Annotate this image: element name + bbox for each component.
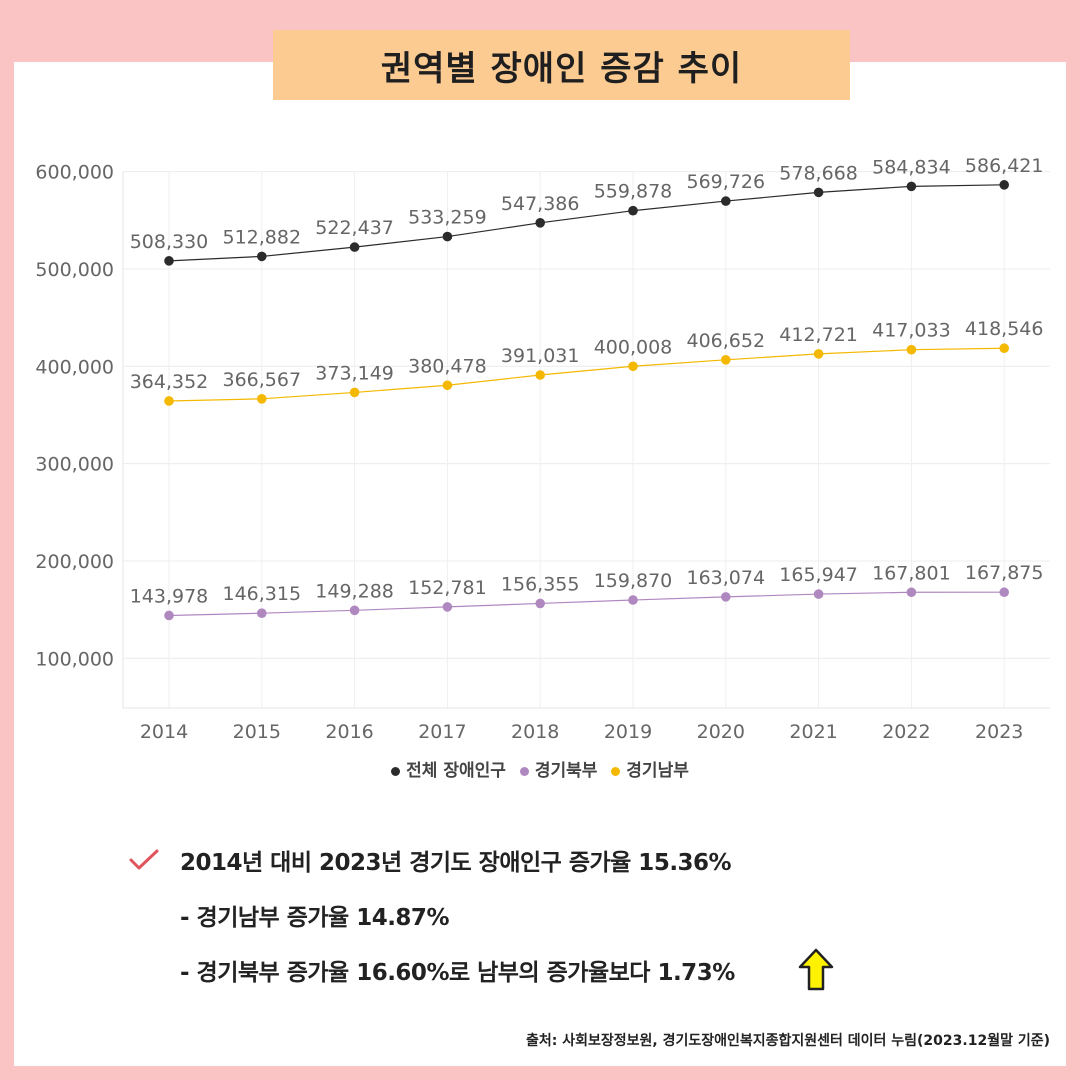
series-line bbox=[168, 184, 1005, 262]
data-point bbox=[535, 218, 545, 228]
x-tick-label: 2016 bbox=[325, 721, 373, 743]
data-label: 373,149 bbox=[315, 362, 394, 384]
series-line bbox=[168, 591, 1005, 617]
chart-legend: 전체 장애인구 경기북부 경기남부 bbox=[0, 756, 1080, 781]
x-tick-label: 2014 bbox=[140, 721, 188, 743]
data-point bbox=[349, 387, 360, 398]
data-point bbox=[999, 587, 1009, 598]
data-label: 578,668 bbox=[779, 162, 858, 184]
data-point bbox=[349, 605, 360, 616]
data-point bbox=[442, 231, 453, 242]
data-point bbox=[721, 196, 731, 206]
up-arrow-icon bbox=[798, 948, 834, 991]
data-point bbox=[999, 343, 1009, 354]
data-label: 533,259 bbox=[408, 207, 487, 229]
legend-dot bbox=[391, 766, 401, 776]
data-label: 559,878 bbox=[594, 181, 673, 203]
y-tick-label: 100,000 bbox=[35, 648, 114, 670]
data-label: 569,726 bbox=[687, 171, 766, 193]
data-label: 159,870 bbox=[594, 570, 673, 592]
x-tick-label: 2020 bbox=[697, 721, 745, 743]
data-label: 417,033 bbox=[872, 320, 951, 342]
x-tick-label: 2017 bbox=[418, 721, 466, 743]
legend-item-south: 경기남부 bbox=[611, 756, 689, 781]
series-line bbox=[168, 347, 1005, 402]
data-point bbox=[906, 181, 917, 192]
data-label: 406,652 bbox=[687, 330, 766, 352]
data-point bbox=[999, 180, 1009, 190]
y-tick-label: 500,000 bbox=[35, 259, 114, 281]
data-point bbox=[442, 602, 453, 612]
summary-line-2: - 경기남부 증가율 14.87% bbox=[180, 905, 449, 931]
data-label: 156,355 bbox=[501, 573, 580, 595]
summary-line-3: - 경기북부 증가율 16.60%로 남부의 증가율보다 1.73% bbox=[180, 960, 735, 986]
legend-label: 경기남부 bbox=[626, 761, 689, 781]
data-point bbox=[628, 595, 638, 605]
data-label: 364,352 bbox=[130, 371, 209, 393]
legend-label: 전체 장애인구 bbox=[406, 761, 506, 781]
summary-line-1: 2014년 대비 2023년 경기도 장애인구 증가율 15.36% bbox=[180, 850, 732, 876]
legend-dot bbox=[519, 766, 529, 776]
x-tick-label: 2021 bbox=[789, 721, 837, 743]
data-label: 400,008 bbox=[594, 336, 673, 358]
data-point bbox=[257, 608, 267, 618]
data-point bbox=[257, 394, 267, 404]
data-label: 508,330 bbox=[130, 231, 209, 253]
y-tick-label: 200,000 bbox=[35, 551, 114, 573]
data-label: 146,315 bbox=[223, 583, 302, 605]
data-point bbox=[628, 205, 638, 216]
data-point bbox=[813, 589, 824, 599]
data-point bbox=[906, 587, 917, 598]
data-label: 152,781 bbox=[408, 577, 487, 599]
data-point bbox=[721, 592, 731, 602]
data-label: 412,721 bbox=[779, 324, 858, 346]
data-point bbox=[813, 187, 824, 198]
data-point bbox=[813, 349, 824, 359]
data-point bbox=[349, 242, 360, 252]
data-label: 522,437 bbox=[315, 217, 394, 239]
data-point bbox=[442, 380, 453, 391]
y-tick-label: 300,000 bbox=[35, 454, 114, 476]
data-label: 149,288 bbox=[315, 580, 394, 602]
x-tick-label: 2018 bbox=[511, 721, 559, 743]
data-label: 547,386 bbox=[501, 193, 580, 215]
x-tick-label: 2019 bbox=[604, 721, 652, 743]
data-point bbox=[628, 361, 638, 372]
data-label: 366,567 bbox=[223, 369, 302, 391]
data-label: 143,978 bbox=[130, 585, 209, 607]
data-label: 512,882 bbox=[223, 226, 302, 248]
data-point bbox=[257, 251, 267, 262]
data-label: 167,801 bbox=[872, 562, 951, 584]
data-label: 163,074 bbox=[687, 567, 766, 589]
data-label: 584,834 bbox=[872, 156, 951, 178]
check-icon bbox=[129, 849, 159, 870]
x-tick-label: 2015 bbox=[233, 721, 281, 743]
data-label: 165,947 bbox=[779, 564, 858, 586]
legend-item-north: 경기북부 bbox=[519, 756, 598, 781]
legend-label: 경기북부 bbox=[534, 761, 598, 781]
legend-dot bbox=[611, 766, 621, 776]
data-label: 167,875 bbox=[965, 562, 1044, 584]
x-tick-label: 2022 bbox=[882, 721, 930, 743]
data-label: 418,546 bbox=[965, 318, 1044, 340]
data-point bbox=[535, 370, 545, 380]
page-title: 권역별 장애인 증감 추이 bbox=[273, 30, 850, 100]
x-tick-label: 2023 bbox=[975, 721, 1023, 743]
data-point bbox=[164, 256, 174, 266]
data-point bbox=[164, 610, 174, 621]
source-note: 출처: 사회보장정보원, 경기도장애인복지종합지원센터 데이터 누림(2023.… bbox=[525, 1033, 1050, 1049]
y-tick-label: 600,000 bbox=[35, 162, 114, 184]
data-point bbox=[164, 396, 174, 406]
y-tick-label: 400,000 bbox=[35, 356, 114, 378]
legend-item-total: 전체 장애인구 bbox=[391, 756, 506, 781]
data-point bbox=[906, 344, 917, 355]
data-label: 391,031 bbox=[501, 345, 580, 367]
data-point bbox=[721, 355, 731, 365]
data-label: 586,421 bbox=[965, 155, 1044, 177]
data-label: 380,478 bbox=[408, 355, 487, 377]
data-point bbox=[535, 598, 545, 609]
